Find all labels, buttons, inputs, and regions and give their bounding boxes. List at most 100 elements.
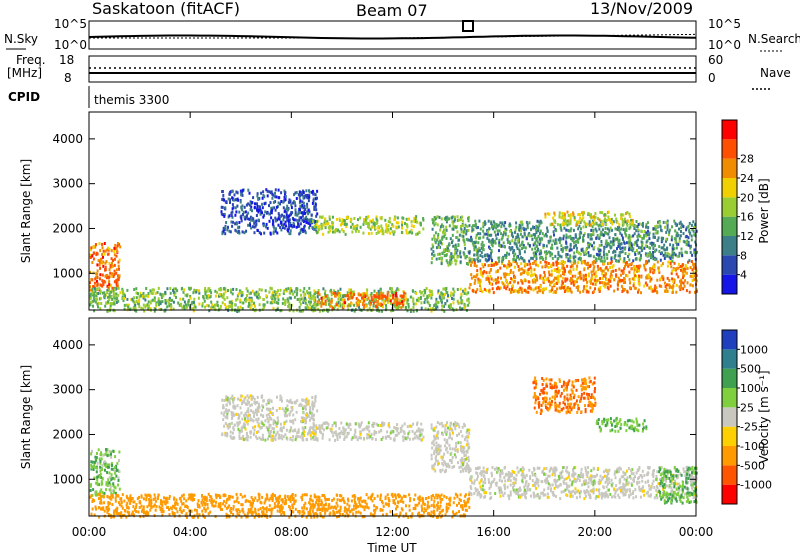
power-cell-1: [222, 229, 225, 233]
power-cell-5: [487, 230, 489, 234]
power-cell-1: [301, 200, 304, 204]
power-cell-4: [623, 288, 626, 291]
velocity-cell-1: [239, 398, 242, 402]
power-cell-7: [238, 289, 241, 293]
velocity-cell-0: [112, 482, 115, 486]
velocity-cell-0: [99, 465, 102, 469]
power-cell-1: [298, 211, 301, 215]
velocity-cell-1: [312, 404, 315, 407]
power-cell-5: [622, 238, 624, 241]
power-cell-4: [539, 285, 542, 289]
velocity-cell-2: [357, 422, 360, 426]
velocity-cell-2: [363, 427, 366, 431]
power-cell-7: [239, 300, 242, 304]
power-cell-7: [343, 293, 346, 297]
power-cell-7: [113, 300, 116, 304]
power-cell-7: [458, 301, 461, 305]
power-cell-2: [397, 221, 400, 225]
power-cell-5: [537, 229, 540, 233]
power-cell-6: [548, 212, 551, 216]
power-cell-1: [234, 228, 237, 232]
power-cell-7: [306, 289, 308, 293]
velocity-cell-0: [93, 460, 96, 464]
power-cell-5: [482, 222, 485, 226]
power-cell-5: [682, 225, 685, 229]
power-cell-5: [548, 250, 550, 254]
power-cell-1: [223, 198, 226, 202]
power-cell-7: [425, 287, 428, 290]
power-cell-7: [248, 296, 251, 300]
power-cell-1: [306, 202, 309, 206]
power-cell-2: [321, 215, 323, 219]
velocity-cell-1: [261, 422, 264, 426]
power-cell-5: [651, 241, 653, 245]
velocity-cell-2: [383, 422, 386, 426]
power-cell-5: [501, 235, 504, 239]
power-cell-4: [656, 278, 659, 282]
power-cell-4: [496, 287, 498, 291]
power-cell-0: [109, 271, 112, 275]
velocity-cell-1: [244, 423, 246, 427]
velocity-cell-0: [96, 483, 99, 487]
power-cell-2: [349, 220, 352, 224]
power-cell-4: [548, 289, 551, 293]
power-cell-8: [386, 293, 389, 297]
power-cell-3: [446, 261, 449, 265]
power-cell-4: [591, 260, 594, 264]
power-cell-4: [508, 260, 511, 264]
power-cell-7: [93, 309, 96, 313]
power-cell-5: [605, 231, 608, 235]
power-cell-7: [435, 301, 438, 304]
power-cell-5: [488, 227, 491, 231]
power-cell-5: [487, 219, 490, 223]
power-cell-7: [97, 292, 99, 295]
power-cell-1: [297, 193, 300, 197]
power-cell-1: [294, 213, 297, 217]
velocity-cell-1: [237, 397, 239, 401]
power-cell-5: [607, 242, 609, 245]
power-cell-1: [230, 214, 233, 218]
power-cell-4: [533, 272, 536, 276]
power-cell-5: [482, 243, 485, 247]
power-cell-5: [562, 246, 565, 250]
power-cell-7: [114, 298, 117, 302]
velocity-cell-1: [311, 414, 313, 418]
power-cell-7: [443, 309, 446, 313]
power-cell-5: [513, 254, 515, 258]
power-cell-7: [221, 301, 224, 305]
power-cell-6: [598, 218, 601, 222]
power-cell-7: [467, 291, 470, 295]
power-cell-2: [385, 223, 388, 227]
power-cell-7: [184, 293, 187, 297]
velocity-cell-1: [277, 436, 280, 440]
power-cell-4: [555, 270, 558, 274]
power-cell-5: [641, 244, 644, 248]
power-cell-4: [479, 282, 482, 286]
power-cell-5: [668, 255, 671, 259]
power-cell-4: [659, 277, 662, 281]
power-cell-7: [441, 304, 444, 308]
power-cell-1: [286, 218, 289, 222]
power-cell-7: [315, 303, 318, 307]
power-cell-1: [234, 206, 237, 210]
power-cell-5: [688, 221, 691, 225]
power-cell-4: [604, 285, 607, 289]
power-cell-4: [541, 277, 544, 281]
power-cell-1: [284, 195, 287, 198]
power-cell-4: [491, 282, 494, 286]
power-cell-5: [683, 240, 686, 244]
power-cell-6: [632, 223, 635, 227]
power-cell-6: [577, 213, 580, 217]
power-cell-2: [401, 220, 404, 224]
power-cell-1: [253, 225, 256, 229]
power-cell-4: [633, 286, 636, 290]
power-cell-4: [545, 287, 547, 291]
power-cell-1: [298, 201, 301, 205]
power-cell-7: [285, 287, 288, 291]
power-cell-8: [355, 301, 358, 305]
power-cell-7: [277, 301, 280, 305]
power-cell-1: [234, 198, 237, 202]
power-cell-1: [228, 214, 231, 218]
velocity-cell-0: [113, 485, 116, 489]
power-cell-5: [522, 245, 525, 249]
